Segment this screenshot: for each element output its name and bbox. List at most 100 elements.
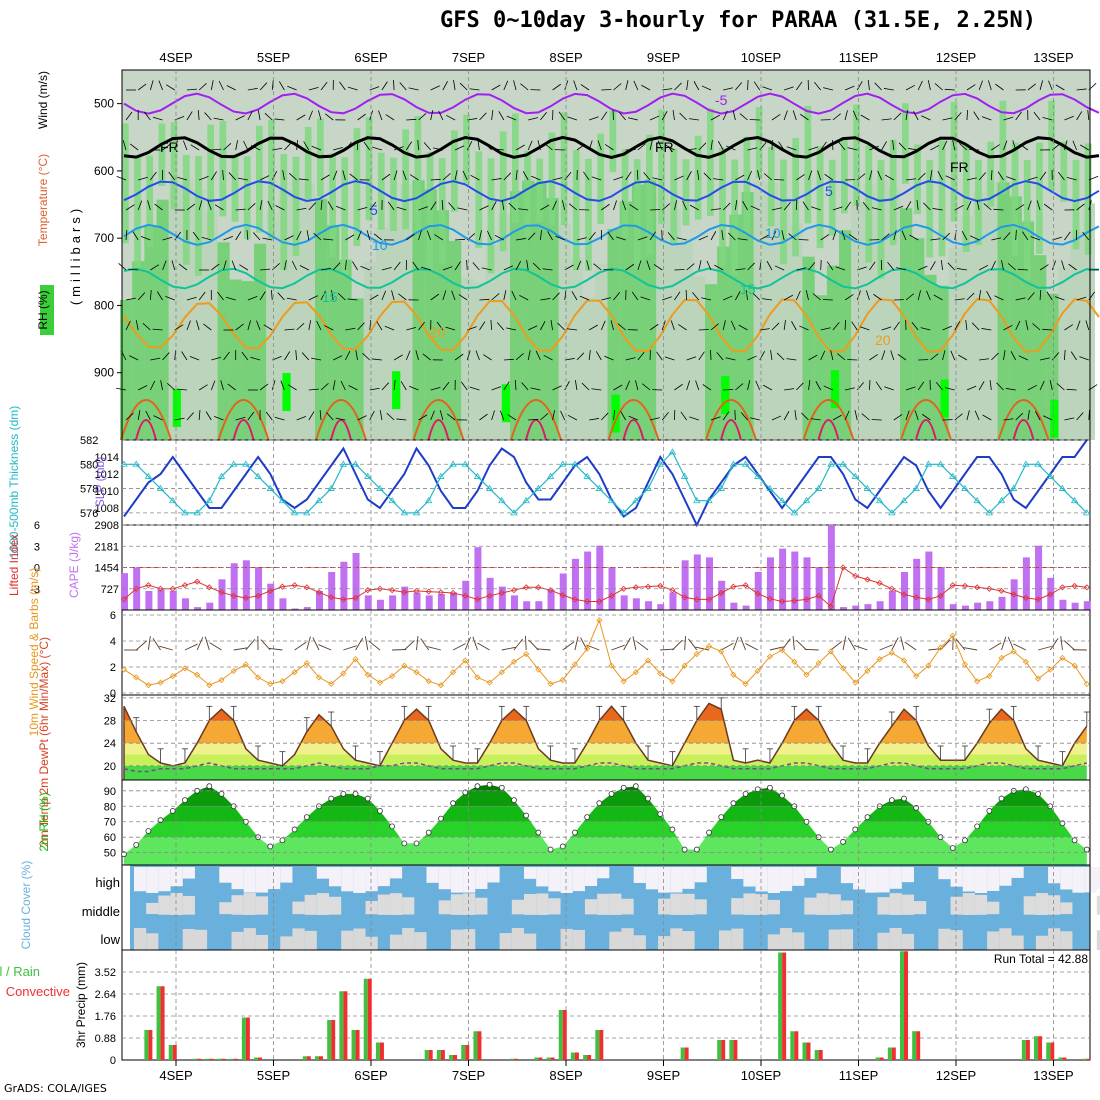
cloud-high	[901, 867, 914, 883]
wind-barb	[692, 292, 700, 301]
wind-barb	[415, 350, 419, 361]
isotherm-loop	[120, 399, 172, 441]
thickness-marker	[1083, 509, 1091, 516]
wind-barb	[547, 231, 553, 241]
wind-barb	[1085, 320, 1090, 331]
wind-barb	[937, 170, 943, 181]
wind-barb	[1003, 418, 1014, 421]
rh-band	[924, 274, 937, 440]
rh-marker	[998, 795, 1005, 802]
wind-barb	[557, 322, 566, 331]
li-marker	[681, 594, 688, 601]
wind-barb	[1015, 412, 1024, 421]
wind-barb	[452, 643, 466, 651]
wind-barb	[296, 323, 305, 331]
wind-barb	[1064, 231, 1071, 241]
wind-barb	[607, 231, 614, 241]
wind-barb	[306, 230, 310, 241]
wind-barb	[869, 354, 878, 361]
cloud-high	[877, 867, 890, 893]
cloud-low	[828, 929, 841, 950]
cape-bar	[657, 604, 665, 610]
wind-barb	[528, 325, 538, 331]
rh-peak	[830, 370, 840, 409]
cloud-low	[621, 928, 634, 950]
cloud-middle	[450, 894, 464, 915]
wind-barb	[686, 356, 697, 361]
wind-barb	[287, 384, 297, 391]
wind-barb	[417, 139, 419, 151]
wind-barb	[525, 635, 527, 651]
precip-bar-convective	[587, 1055, 592, 1060]
isotherm-loop	[1012, 419, 1035, 441]
wind-barb	[198, 200, 203, 211]
rh-marker	[840, 838, 846, 845]
wind-barb	[921, 115, 931, 121]
wind-barb	[732, 110, 736, 121]
wind-barb	[430, 110, 434, 121]
wind-barb	[369, 320, 372, 331]
li-axis-label: Lifted Index	[7, 534, 21, 596]
x-tick-label-top: 7SEP	[452, 50, 485, 65]
wind-barb	[810, 418, 821, 421]
cape-bar	[632, 598, 640, 610]
x-tick-label-top: 8SEP	[549, 50, 582, 65]
rh-band	[510, 191, 523, 440]
wind-barb	[982, 414, 992, 421]
wind-speed-marker	[596, 617, 603, 624]
wind-barb	[926, 290, 931, 301]
wind-barb	[698, 329, 709, 331]
wind-barb	[781, 638, 791, 651]
wind-barb	[1088, 409, 1090, 421]
wind-barb	[462, 170, 468, 181]
wind-barb	[623, 637, 631, 651]
wind-barb	[586, 260, 590, 271]
wind-barb	[1007, 263, 1016, 271]
thickness-marker	[400, 509, 409, 516]
rh-marker	[645, 795, 651, 802]
wind-barb	[153, 415, 163, 421]
wind-barb	[540, 111, 547, 121]
li-marker	[133, 585, 140, 592]
wind-barb	[552, 177, 563, 181]
wind-barb	[1068, 263, 1077, 271]
wind-barb	[1046, 291, 1053, 301]
wind-barb	[662, 296, 672, 301]
wind-barb	[842, 636, 847, 651]
rh-band	[1084, 143, 1092, 255]
isotherm-loop	[135, 419, 157, 441]
cloud-low	[1060, 931, 1073, 950]
wind-barb	[1072, 140, 1077, 151]
wind-barb	[1043, 415, 1053, 421]
wind-barb	[684, 636, 687, 651]
li-marker	[462, 592, 469, 599]
wind-barb	[801, 412, 809, 421]
rh-band	[950, 101, 958, 222]
rh-band	[124, 784, 1087, 791]
wind-barb	[612, 109, 614, 121]
rh-band	[363, 262, 376, 440]
wind-barb	[869, 261, 876, 271]
rh-band	[375, 227, 389, 440]
wind-barb	[264, 112, 273, 121]
cloud-high	[840, 867, 854, 884]
li-marker	[571, 596, 579, 603]
rh-marker	[133, 842, 140, 848]
wind-barb	[162, 352, 170, 361]
li-marker	[632, 584, 639, 591]
wind-barb	[981, 328, 992, 331]
thickness-marker	[802, 496, 811, 504]
wind-barb	[667, 232, 675, 241]
wind-speed-marker	[852, 679, 859, 686]
wind-barb	[674, 383, 683, 391]
wind-barb	[796, 267, 807, 271]
wind-barb	[491, 386, 502, 391]
wind-barb	[591, 176, 602, 181]
cape-bar	[511, 595, 518, 610]
wind-barb	[507, 414, 517, 421]
wind-barb	[697, 170, 700, 181]
wind-barb	[617, 323, 626, 331]
wind-barb	[1039, 357, 1050, 361]
cape-bar	[620, 595, 628, 610]
cloud-low	[901, 933, 914, 950]
